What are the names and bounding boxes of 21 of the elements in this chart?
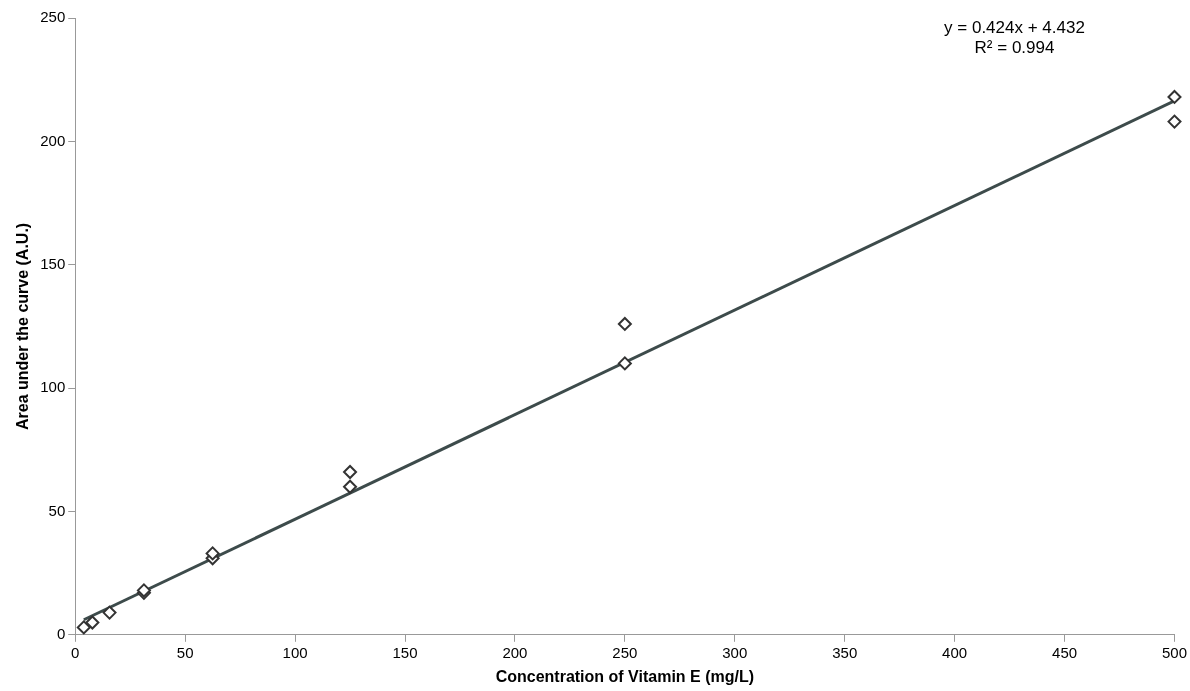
y-tick-label: 250 bbox=[40, 8, 66, 26]
x-tick-label: 300 bbox=[722, 643, 748, 661]
annotation: R² = 0.994 bbox=[974, 38, 1055, 58]
y-tick-label: 200 bbox=[40, 131, 66, 149]
x-tick-label: 150 bbox=[392, 643, 418, 661]
y-tick-label: 50 bbox=[48, 501, 66, 519]
y-tick-label: 100 bbox=[40, 378, 66, 396]
x-tick-label: 100 bbox=[282, 643, 308, 661]
y-tick-label: 150 bbox=[40, 254, 66, 272]
y-tick-label: 0 bbox=[56, 624, 66, 642]
annotation: y = 0.424x + 4.432 bbox=[944, 18, 1085, 38]
x-tick-label: 500 bbox=[1161, 643, 1187, 661]
y-axis-title: Area under the curve (A.U.) bbox=[14, 222, 32, 430]
x-tick-label: 400 bbox=[942, 643, 968, 661]
x-tick-label: 450 bbox=[1052, 643, 1078, 661]
x-axis-title: Concentration of Vitamin E (mg/L) bbox=[495, 667, 755, 685]
x-tick-label: 200 bbox=[502, 643, 528, 661]
x-tick-label: 50 bbox=[176, 643, 194, 661]
x-tick-label: 0 bbox=[71, 643, 80, 661]
x-tick-label: 350 bbox=[832, 643, 858, 661]
x-tick-label: 250 bbox=[612, 643, 638, 661]
